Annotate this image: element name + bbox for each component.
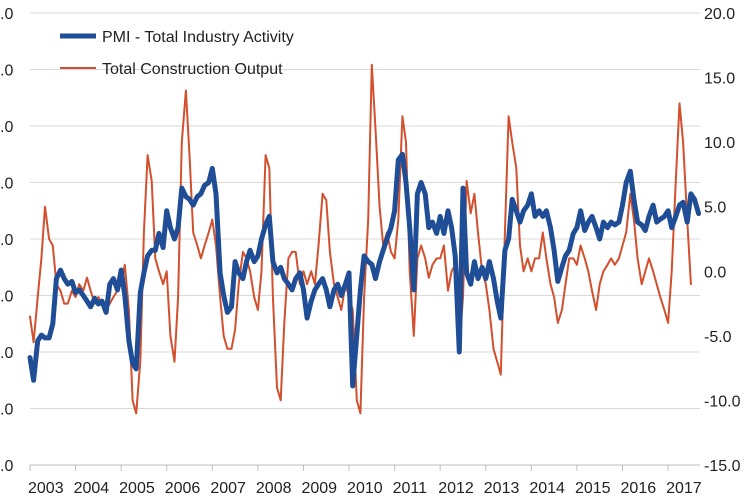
legend-label-pmi: PMI - Total Industry Activity [102, 29, 294, 46]
right-tick-label: 20.0 [704, 6, 735, 23]
left-axis-tick-labels: .0 .0 .0 .0 .0 .0 .0 .0 .0 [0, 6, 13, 475]
x-tick-label: 2015 [575, 480, 611, 497]
left-tick-label: .0 [0, 176, 13, 193]
x-tick-label: 2004 [74, 480, 110, 497]
x-tick-label: 2017 [666, 480, 702, 497]
x-tick-label: 2006 [165, 480, 201, 497]
x-axis: 2003 2004 2005 2006 2007 2008 2009 2010 2011 2012… [28, 464, 702, 497]
right-tick-label: 10.0 [704, 135, 735, 152]
x-tick-label: 2016 [621, 480, 657, 497]
x-tick-label: 2005 [119, 480, 155, 497]
legend: PMI - Total Industry Activity Total Cons… [60, 29, 294, 78]
x-tick-label: 2014 [529, 480, 565, 497]
x-tick-label: 2009 [301, 480, 337, 497]
left-tick-label: .0 [0, 6, 13, 23]
right-tick-label: -10.0 [704, 393, 741, 410]
x-tick-label: 2010 [347, 480, 383, 497]
x-tick-label: 2008 [256, 480, 292, 497]
left-tick-label: .0 [0, 289, 13, 306]
legend-label-construction: Total Construction Output [102, 61, 283, 78]
right-tick-label: 15.0 [704, 71, 735, 88]
right-tick-label: 0.0 [704, 264, 726, 281]
left-tick-label: .0 [0, 458, 13, 475]
right-axis-tick-labels: 20.0 15.0 10.0 5.0 0.0 -5.0 -10.0 -15.0 [704, 6, 741, 475]
left-tick-label: .0 [0, 232, 13, 249]
left-tick-label: .0 [0, 345, 13, 362]
right-tick-label: -15.0 [704, 458, 741, 475]
x-tick-label: 2007 [210, 480, 246, 497]
right-tick-label: -5.0 [704, 329, 732, 346]
x-tick-label: 2013 [484, 480, 520, 497]
left-tick-label: .0 [0, 119, 13, 136]
series-line-pmi [27, 151, 702, 389]
series-line-construction [29, 63, 692, 415]
x-tick-label: 2012 [438, 480, 474, 497]
right-tick-label: 5.0 [704, 200, 726, 217]
left-tick-label: .0 [0, 402, 13, 419]
x-tick-label: 2011 [393, 480, 428, 497]
x-tick-label: 2003 [28, 480, 64, 497]
left-tick-label: .0 [0, 63, 13, 80]
series-lines [27, 63, 702, 415]
